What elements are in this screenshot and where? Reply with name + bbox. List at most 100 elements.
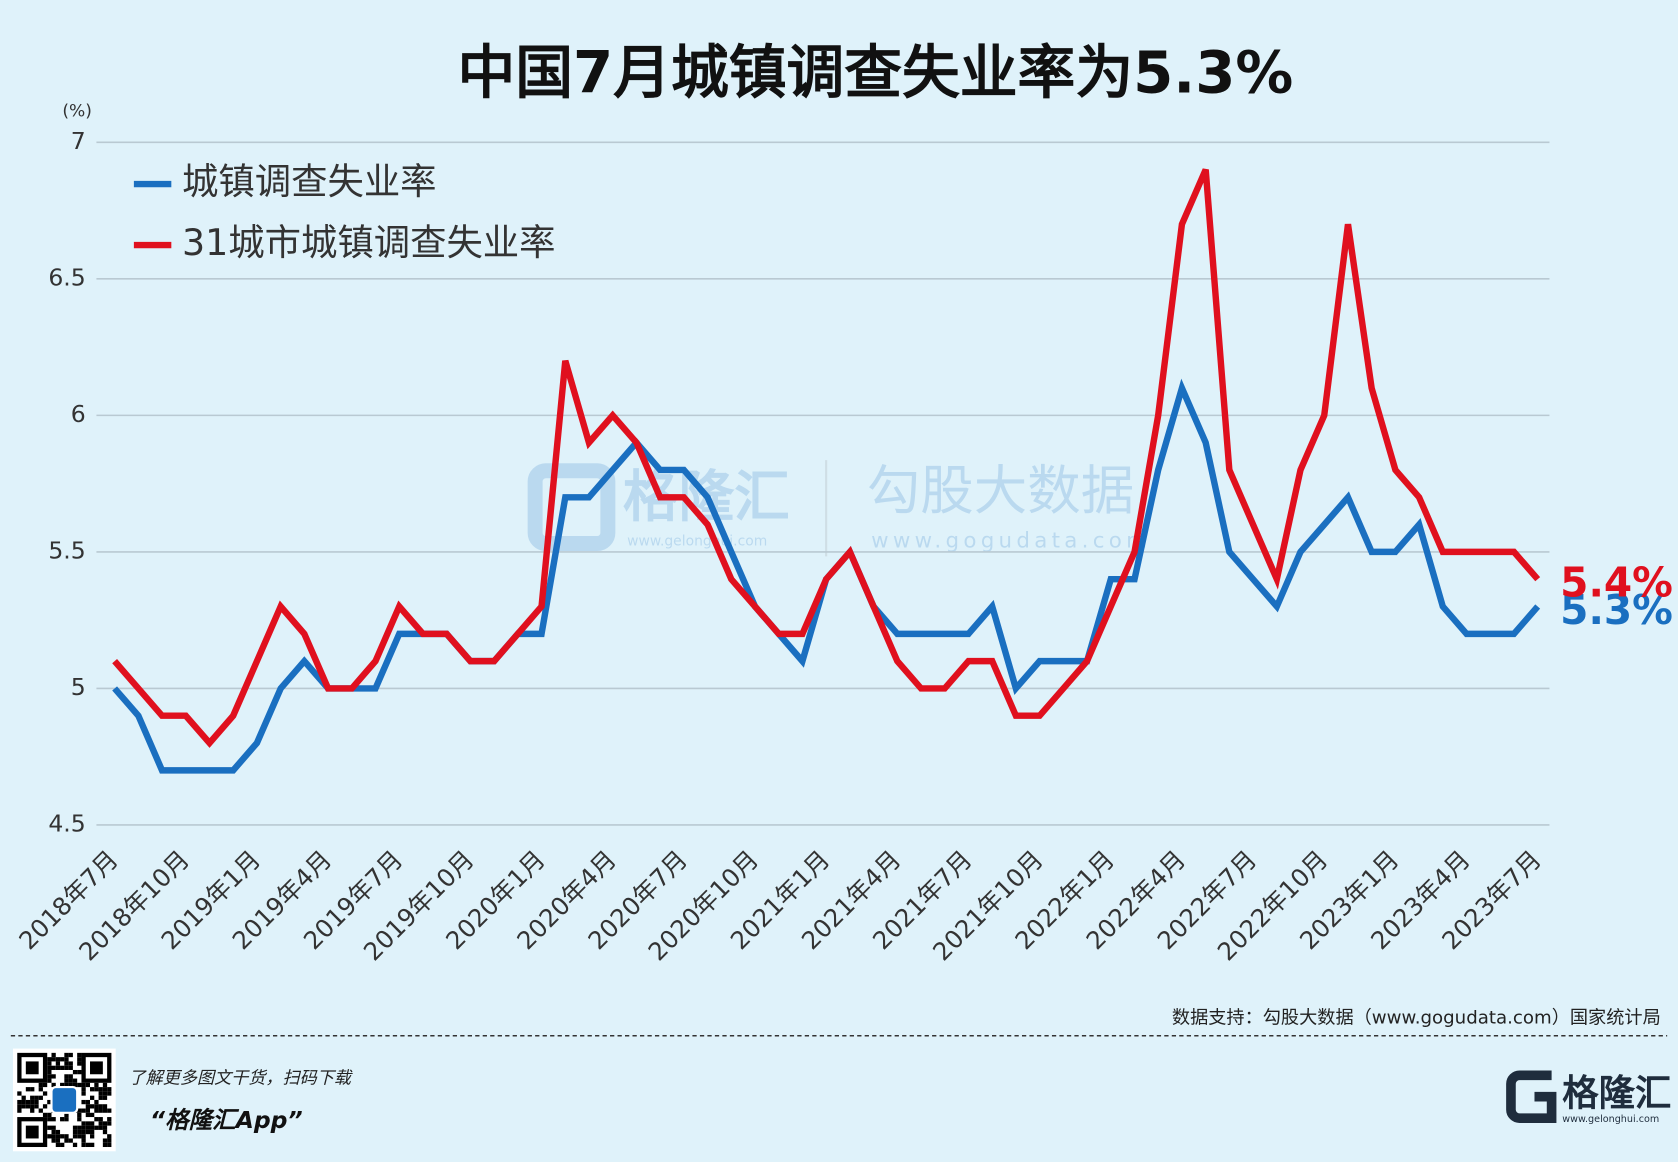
qr-cell xyxy=(42,1091,48,1096)
qr-cell xyxy=(51,1138,56,1143)
qr-cell xyxy=(21,1095,26,1100)
qr-cell xyxy=(72,1142,78,1148)
legend-label: 31城市城镇调查失业率 xyxy=(182,221,556,264)
qr-cell xyxy=(25,1087,31,1092)
watermark-url: www.gogudata.com xyxy=(871,528,1151,553)
qr-cell xyxy=(94,1117,99,1122)
y-tick-label: 6 xyxy=(71,400,86,428)
qr-cell xyxy=(21,1099,26,1105)
qr-cell xyxy=(47,1069,52,1075)
qr-cell xyxy=(47,1057,52,1062)
qr-cell xyxy=(64,1134,69,1139)
qr-cell xyxy=(90,1125,95,1130)
watermark-text: 勾股大数据 xyxy=(867,459,1134,522)
qr-cell xyxy=(102,1125,108,1130)
qr-cell xyxy=(64,1057,69,1062)
qr-cell xyxy=(72,1125,78,1130)
qr-cell xyxy=(51,1129,56,1135)
qr-finder xyxy=(90,1061,103,1075)
qr-cell xyxy=(68,1061,73,1066)
qr-cell xyxy=(60,1117,65,1122)
qr-cell xyxy=(81,1134,86,1139)
logo-text: 格隆汇 xyxy=(1562,1072,1671,1115)
qr-cell xyxy=(60,1057,65,1062)
y-unit: (%) xyxy=(62,101,92,121)
qr-finder xyxy=(25,1061,39,1075)
qr-cell xyxy=(38,1087,43,1092)
qr-cell xyxy=(55,1129,61,1135)
qr-cell xyxy=(30,1104,35,1109)
y-tick-label: 5.5 xyxy=(48,536,85,564)
qr-cell xyxy=(51,1125,56,1130)
qr-cell xyxy=(90,1134,95,1139)
qr-cell xyxy=(30,1095,35,1100)
value-label: 5.4% xyxy=(1560,559,1673,607)
qr-finder xyxy=(17,1052,48,1083)
qr-cell xyxy=(64,1117,69,1122)
y-tick-label: 6.5 xyxy=(48,263,85,291)
qr-cell xyxy=(77,1125,82,1130)
qr-cell xyxy=(25,1104,31,1109)
qr-cell xyxy=(98,1121,103,1126)
qr-cell xyxy=(47,1134,52,1139)
footer-promo: 了解更多图文干货，扫码下载 xyxy=(129,1069,353,1089)
qr-cell xyxy=(107,1138,112,1143)
qr-cell xyxy=(90,1112,95,1118)
qr-cell xyxy=(51,1057,56,1062)
qr-cell xyxy=(102,1121,108,1126)
qr-cell xyxy=(38,1082,43,1088)
qr-cell xyxy=(77,1061,82,1066)
qr-cell xyxy=(25,1099,31,1105)
qr-cell xyxy=(85,1129,91,1135)
qr-cell xyxy=(47,1125,52,1130)
qr-cell xyxy=(68,1074,73,1079)
qr-cell xyxy=(90,1095,95,1100)
qr-cell xyxy=(77,1052,82,1058)
qr-cell xyxy=(107,1091,112,1096)
qr-cell xyxy=(94,1104,99,1109)
qr-cell xyxy=(68,1138,73,1143)
qr-cell xyxy=(94,1099,99,1105)
qr-cell xyxy=(68,1065,73,1070)
qr-cell xyxy=(81,1142,86,1148)
qr-cell xyxy=(81,1138,86,1143)
qr-cell xyxy=(64,1112,69,1118)
qr-cell xyxy=(51,1082,56,1088)
qr-code xyxy=(12,1048,116,1152)
qr-cell xyxy=(85,1125,91,1130)
qr-cell xyxy=(47,1099,52,1105)
qr-cell xyxy=(60,1065,65,1070)
qr-cell xyxy=(47,1061,52,1066)
qr-cell xyxy=(77,1069,82,1075)
source: 数据支持：勾股大数据（www.gogudata.com）国家统计局 xyxy=(1172,1008,1661,1029)
qr-cell xyxy=(47,1074,52,1079)
qr-cell xyxy=(90,1104,95,1109)
y-tick-label: 7 xyxy=(71,127,86,155)
qr-cell xyxy=(107,1121,112,1126)
legend-label: 城镇调查失业率 xyxy=(182,160,437,203)
qr-cell xyxy=(68,1078,73,1083)
qr-cell xyxy=(17,1099,22,1105)
qr-cell xyxy=(30,1108,35,1113)
qr-cell xyxy=(102,1104,108,1109)
qr-cell xyxy=(98,1091,103,1096)
qr-cell xyxy=(77,1112,82,1118)
qr-cell xyxy=(55,1134,61,1139)
qr-cell xyxy=(81,1129,86,1135)
qr-cell xyxy=(102,1142,108,1148)
qr-cell xyxy=(47,1065,52,1070)
qr-cell xyxy=(98,1104,103,1109)
qr-cell xyxy=(90,1087,95,1092)
qr-cell xyxy=(17,1091,22,1096)
qr-cell xyxy=(51,1052,56,1058)
qr-cell xyxy=(51,1065,56,1070)
y-tick-label: 5 xyxy=(71,673,86,701)
qr-cell xyxy=(47,1117,52,1122)
qr-logo xyxy=(50,1086,79,1114)
qr-cell xyxy=(81,1108,86,1113)
qr-cell xyxy=(94,1125,99,1130)
qr-cell xyxy=(68,1082,73,1088)
qr-cell xyxy=(72,1129,78,1135)
qr-cell xyxy=(107,1087,112,1092)
